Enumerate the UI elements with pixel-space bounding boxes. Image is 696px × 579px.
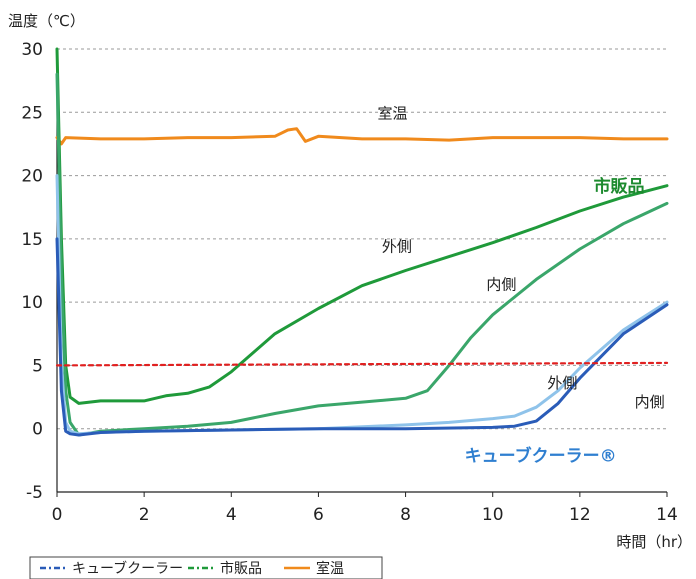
y-tick-label: -5	[26, 483, 43, 503]
y-tick-label: 20	[21, 167, 43, 187]
series-line-1	[55, 47, 669, 405]
y-tick-label: 25	[21, 103, 43, 123]
x-tick-label: 2	[139, 505, 150, 525]
y-tick-label: 30	[21, 40, 43, 60]
y-tick-label: 0	[32, 420, 43, 440]
y-tick-label: 10	[21, 293, 43, 313]
series-line-5	[55, 361, 669, 367]
annotation-1: 市販品	[594, 176, 645, 197]
x-tick-label: 8	[400, 505, 411, 525]
x-tick-label: 4	[226, 505, 237, 525]
series-line-2	[55, 72, 669, 437]
legend-label-2: 室温	[316, 560, 344, 577]
x-tick-label: 12	[569, 505, 591, 525]
annotation-6: キューブクーラー®	[465, 446, 617, 467]
annotation-2: 外側	[382, 238, 412, 256]
annotation-3: 内側	[486, 275, 516, 293]
series-line-0	[55, 127, 669, 146]
legend-label-0: キューブクーラー	[72, 560, 183, 577]
annotation-4: 外側	[547, 374, 577, 392]
legend-label-1: 市販品	[220, 560, 262, 577]
series-line-4	[55, 237, 669, 437]
annotation-5: 内側	[635, 393, 665, 411]
y-axis-title: 温度（℃）	[8, 12, 85, 30]
x-tick-label: 6	[313, 505, 324, 525]
x-axis-title: 時間（hr）	[616, 533, 692, 551]
x-tick-label: 10	[482, 505, 504, 525]
series-line-3	[55, 174, 669, 436]
x-tick-label: 0	[52, 505, 63, 525]
y-tick-label: 15	[21, 230, 43, 250]
y-tick-label: 5	[32, 356, 43, 376]
x-tick-label: 14	[656, 505, 678, 525]
annotation-0: 室温	[377, 105, 407, 123]
